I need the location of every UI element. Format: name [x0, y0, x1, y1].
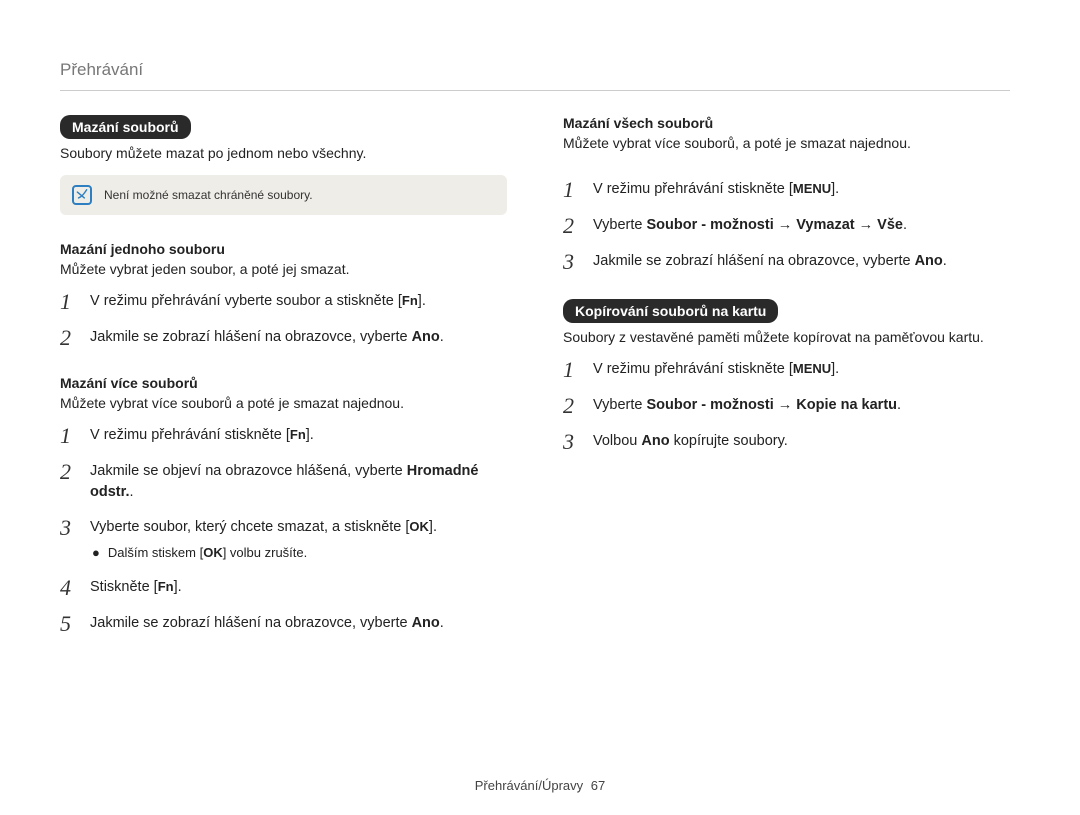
subintro-single: Můžete vybrat jeden soubor, a poté jej s… [60, 261, 507, 277]
section-intro-copy: Soubory z vestavěné paměti můžete kopíro… [563, 329, 1010, 345]
step-text: Vyberte Soubor - možnosti → Vymazat → Vš… [593, 215, 907, 236]
menu-key: MENU [793, 180, 831, 199]
left-column: Mazání souborů Soubory můžete mazat po j… [60, 115, 507, 661]
subhead-all: Mazání všech souborů [563, 115, 1010, 131]
step-text: Jakmile se zobrazí hlášení na obrazovce,… [90, 613, 444, 634]
step-text: Vyberte soubor, který chcete smazat, a s… [90, 517, 437, 563]
fn-key: Fn [402, 292, 418, 311]
step-number: 5 [60, 613, 78, 635]
page-footer: Přehrávání/Úpravy 67 [0, 778, 1080, 793]
subhead-single: Mazání jednoho souboru [60, 241, 507, 257]
footer-page: 67 [591, 778, 605, 793]
subintro-all: Můžete vybrat více souborů, a poté je sm… [563, 135, 1010, 151]
ok-key: OK [203, 544, 223, 563]
sub-bullet: ● Dalším stiskem [OK] volbu zrušíte. [92, 544, 437, 563]
step-text: Stiskněte [Fn]. [90, 577, 182, 598]
fn-key: Fn [158, 578, 174, 597]
step: 2 Jakmile se zobrazí hlášení na obrazovc… [60, 327, 507, 349]
section-pill-delete: Mazání souborů [60, 115, 191, 139]
menu-key: MENU [793, 360, 831, 379]
step-text: V režimu přehrávání stiskněte [MENU]. [593, 359, 839, 380]
steps-multi: 1 V režimu přehrávání stiskněte [Fn]. 2 … [60, 425, 507, 635]
step-text: Vyberte Soubor - možnosti → Kopie na kar… [593, 395, 901, 416]
step-text: V režimu přehrávání stiskněte [Fn]. [90, 425, 314, 446]
breadcrumb: Přehrávání [60, 60, 1010, 80]
section-intro: Soubory můžete mazat po jednom nebo všec… [60, 145, 507, 161]
step-text: V režimu přehrávání vyberte soubor a sti… [90, 291, 426, 312]
footer-section: Přehrávání/Úpravy [475, 778, 583, 793]
divider [60, 90, 1010, 91]
document-page: Přehrávání Mazání souborů Soubory můžete… [0, 0, 1080, 815]
step: 5 Jakmile se zobrazí hlášení na obrazovc… [60, 613, 507, 635]
subintro-multi: Můžete vybrat více souborů a poté je sma… [60, 395, 507, 411]
note-box: Není možné smazat chráněné soubory. [60, 175, 507, 215]
step: 2 Jakmile se objeví na obrazovce hlášená… [60, 461, 507, 503]
step: 3 Jakmile se zobrazí hlášení na obrazovc… [563, 251, 1010, 273]
step-text: Volbou Ano kopírujte soubory. [593, 431, 788, 452]
right-column: Mazání všech souborů Můžete vybrat více … [563, 115, 1010, 661]
step-text: V režimu přehrávání stiskněte [MENU]. [593, 179, 839, 200]
step-number: 2 [60, 461, 78, 483]
step-number: 2 [563, 215, 581, 237]
step-text: Jakmile se objeví na obrazovce hlášená, … [90, 461, 507, 503]
step: 1 V režimu přehrávání stiskněte [MENU]. [563, 359, 1010, 381]
step: 2 Vyberte Soubor - možnosti → Vymazat → … [563, 215, 1010, 237]
step-number: 3 [563, 251, 581, 273]
step: 3 Vyberte soubor, který chcete smazat, a… [60, 517, 507, 563]
ok-key: OK [409, 518, 429, 537]
steps-all: 1 V režimu přehrávání stiskněte [MENU]. … [563, 179, 1010, 273]
step-number: 1 [563, 359, 581, 381]
step-number: 4 [60, 577, 78, 599]
steps-copy: 1 V režimu přehrávání stiskněte [MENU]. … [563, 359, 1010, 453]
columns: Mazání souborů Soubory můžete mazat po j… [60, 115, 1010, 661]
fn-key: Fn [290, 426, 306, 445]
bullet-dot: ● [92, 544, 100, 563]
step: 3 Volbou Ano kopírujte soubory. [563, 431, 1010, 453]
step-number: 3 [60, 517, 78, 539]
step: 1 V režimu přehrávání vyberte soubor a s… [60, 291, 507, 313]
step: 1 V režimu přehrávání stiskněte [MENU]. [563, 179, 1010, 201]
step-number: 1 [60, 425, 78, 447]
steps-single: 1 V režimu přehrávání vyberte soubor a s… [60, 291, 507, 349]
note-text: Není možné smazat chráněné soubory. [104, 188, 313, 202]
step-number: 1 [563, 179, 581, 201]
step-number: 3 [563, 431, 581, 453]
info-icon [72, 185, 92, 205]
step-number: 2 [60, 327, 78, 349]
section-pill-copy: Kopírování souborů na kartu [563, 299, 778, 323]
step-text: Jakmile se zobrazí hlášení na obrazovce,… [90, 327, 444, 348]
step-text: Jakmile se zobrazí hlášení na obrazovce,… [593, 251, 947, 272]
step: 2 Vyberte Soubor - možnosti → Kopie na k… [563, 395, 1010, 417]
subhead-multi: Mazání více souborů [60, 375, 507, 391]
step-number: 2 [563, 395, 581, 417]
step: 4 Stiskněte [Fn]. [60, 577, 507, 599]
step: 1 V režimu přehrávání stiskněte [Fn]. [60, 425, 507, 447]
step-number: 1 [60, 291, 78, 313]
